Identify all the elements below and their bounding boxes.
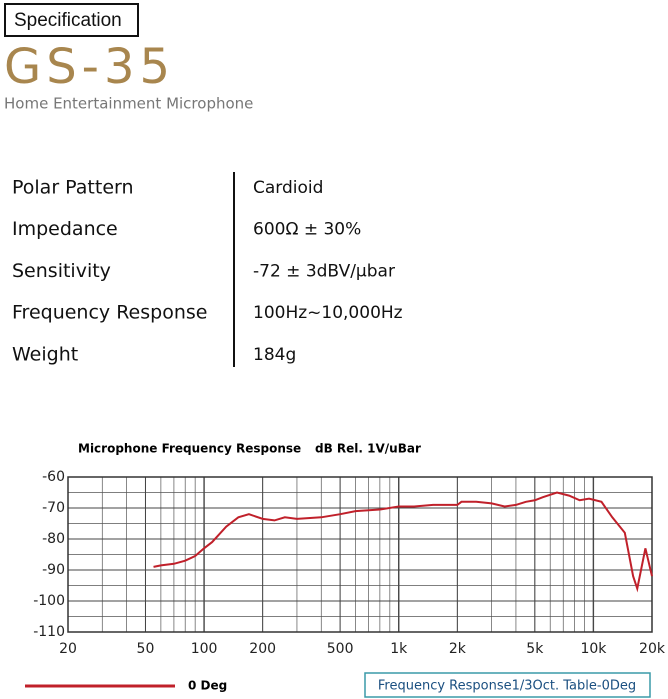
x-tick-label: 20	[59, 641, 77, 657]
model: GS-35	[4, 39, 175, 95]
spec-label: Frequency Response	[12, 302, 207, 324]
y-tick-label: -90	[42, 562, 65, 578]
caption: Frequency Response1/3Oct. Table-0Deg	[378, 679, 636, 694]
y-tick-label: -100	[33, 593, 65, 609]
spec-label: Impedance	[12, 218, 118, 240]
legend-label: 0 Deg	[188, 679, 227, 693]
spec-value: 184g	[253, 345, 296, 365]
y-tick-label: -110	[33, 624, 65, 640]
y-tick-label: -80	[42, 531, 65, 547]
x-tick-label: 500	[327, 641, 354, 657]
x-tick-label: 5k	[526, 641, 544, 657]
x-tick-label: 200	[249, 641, 276, 657]
x-tick-label: 50	[137, 641, 155, 657]
line-series	[153, 491, 653, 593]
spec-value: 600Ω ± 30%	[253, 220, 361, 240]
spec-value: -72 ± 3dBV/μbar	[253, 261, 395, 281]
subtitle: Home Entertainment Microphone	[4, 95, 253, 113]
caption-box	[364, 672, 651, 698]
tag-box	[4, 3, 139, 37]
y-tick-label: -60	[42, 469, 65, 485]
x-tick-label: 1k	[390, 641, 408, 657]
y-axis-label: dB Rel. 1V/uBar	[315, 442, 421, 456]
x-tick-label: 20k	[639, 641, 666, 657]
tag: Specification	[14, 10, 122, 31]
y-tick-label: -70	[42, 500, 65, 516]
chart-title: Microphone Frequency Response	[78, 442, 301, 456]
x-tick-label: 2k	[449, 641, 467, 657]
spec-value: 100Hz~10,000Hz	[253, 303, 403, 323]
plot-frame	[67, 476, 653, 633]
x-tick-label: 100	[191, 641, 218, 657]
spec-label: Sensitivity	[12, 260, 111, 282]
spec-label: Polar Pattern	[12, 177, 134, 199]
x-tick-label: 10k	[580, 641, 607, 657]
spec-label: Weight	[12, 343, 78, 365]
spec-value: Cardioid	[253, 178, 323, 198]
